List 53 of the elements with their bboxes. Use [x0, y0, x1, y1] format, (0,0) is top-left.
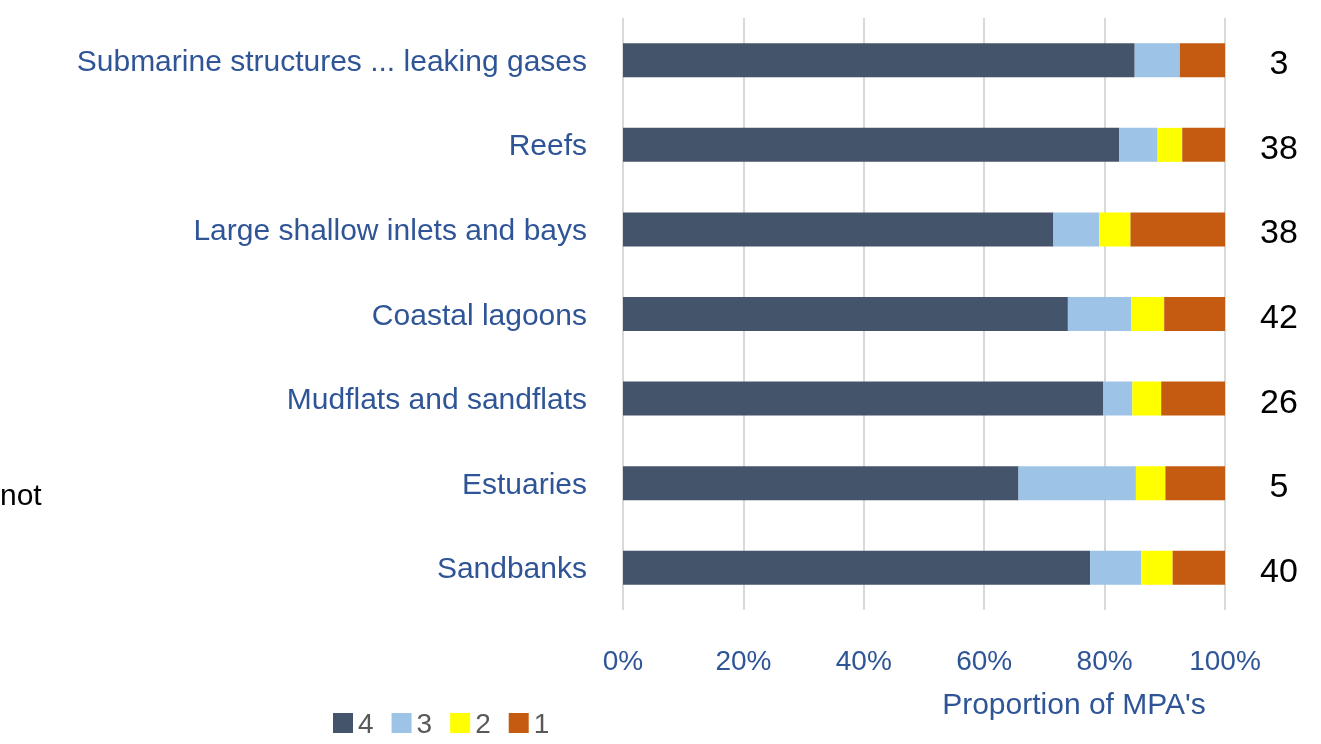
y-tick-label: Reefs — [508, 128, 587, 162]
text: 42 — [1260, 297, 1298, 335]
legend-label: 3 — [416, 707, 433, 739]
bar — [1090, 550, 1142, 585]
legend-label: 4 — [358, 707, 374, 739]
text: 26 — [1260, 381, 1298, 420]
x-axis-title: Proportion of MPA's — [942, 686, 1206, 720]
text: 3 — [1269, 43, 1289, 82]
text: 40 — [1260, 550, 1298, 589]
y-tick-label: Coastal lagoons — [371, 297, 587, 331]
x-tick-label: 60% — [956, 644, 1013, 676]
bar — [1119, 127, 1158, 162]
bar — [1172, 550, 1225, 585]
bar — [1164, 297, 1225, 331]
bar — [1161, 381, 1225, 416]
bar — [1130, 212, 1225, 247]
bar — [1182, 127, 1225, 162]
y-tick-label: Sandbanks — [436, 551, 587, 585]
y-tick-label: Submarine structures ... leaking gases — [76, 43, 587, 77]
x-tick-label: 20% — [715, 644, 772, 676]
legend-label: 1 — [533, 707, 550, 739]
x-tick-label: 40% — [835, 644, 892, 676]
bar — [1165, 466, 1225, 501]
bar — [1157, 127, 1183, 162]
x-tick-label: 80% — [1076, 644, 1133, 676]
bar — [623, 550, 1091, 585]
bar — [623, 43, 1135, 78]
y-tick-label: Mudflats and sandflats — [286, 382, 587, 416]
text: not — [0, 477, 43, 511]
text: 38 — [1260, 127, 1298, 166]
x-tick-label: 100% — [1189, 644, 1261, 676]
bar — [1132, 381, 1162, 416]
bar — [1103, 381, 1133, 416]
bar — [1067, 297, 1132, 331]
bar — [1141, 550, 1173, 585]
bar — [1131, 297, 1165, 331]
text: 5 — [1269, 466, 1289, 505]
bar — [623, 212, 1054, 247]
bar — [623, 466, 1019, 501]
bar — [1179, 43, 1225, 78]
y-tick-label: Large shallow inlets and bays — [193, 212, 587, 246]
bar — [1099, 212, 1131, 247]
legend-label: 2 — [475, 707, 491, 739]
bar — [623, 297, 1068, 331]
bar — [1018, 466, 1136, 501]
bar — [1135, 466, 1166, 501]
bar — [1053, 212, 1100, 247]
bar — [1134, 43, 1180, 78]
bar — [623, 381, 1104, 416]
bar — [623, 127, 1120, 162]
text: 38 — [1260, 212, 1298, 251]
y-tick-label: Estuaries — [461, 466, 587, 500]
x-tick-label: 0% — [602, 644, 644, 676]
